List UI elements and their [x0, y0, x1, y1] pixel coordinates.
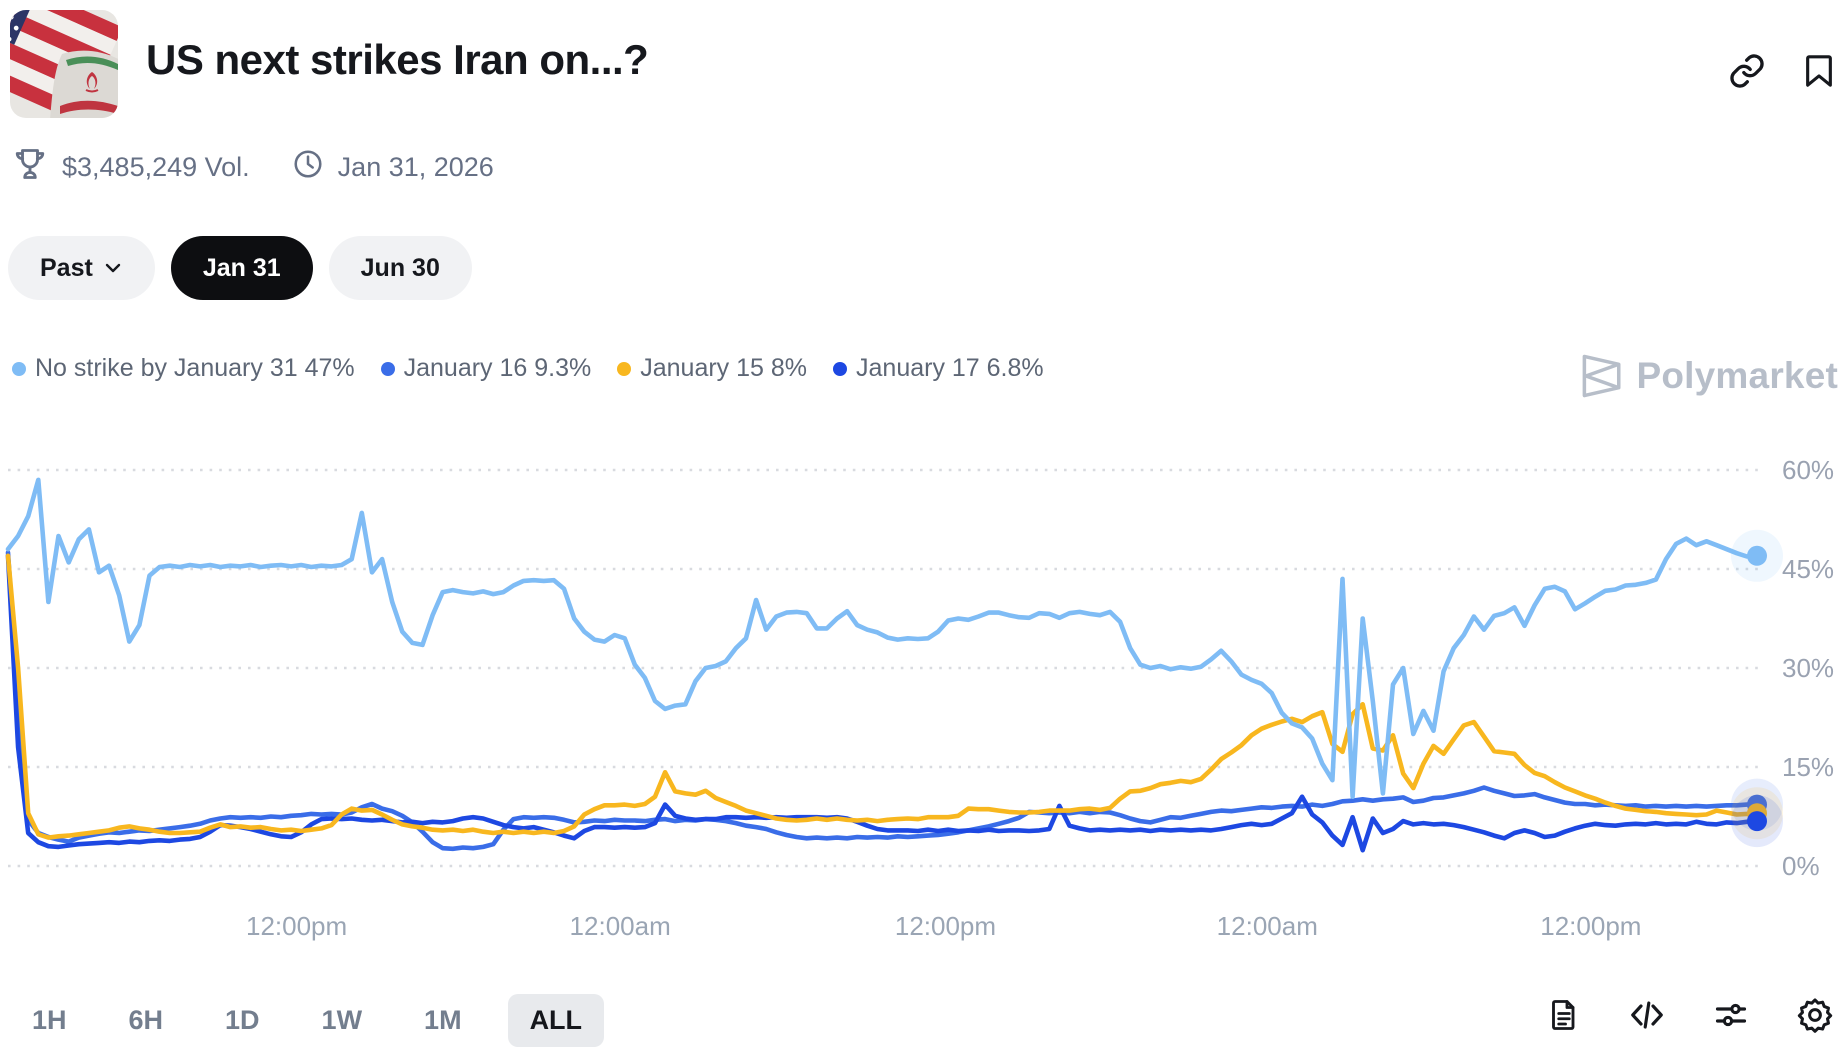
legend-label: January 15 8% [640, 354, 808, 382]
chevron-down-icon [105, 263, 121, 273]
past-dropdown-label: Past [40, 253, 93, 282]
legend-item-1[interactable]: January 16 9.3% [380, 354, 592, 383]
timeframe-1h[interactable]: 1H [32, 1005, 67, 1035]
legend-label: January 16 9.3% [403, 354, 592, 382]
polymarket-watermark: Polymarket [1575, 350, 1839, 402]
legend-label: January 17 6.8% [856, 354, 1044, 382]
settings-gear-icon[interactable] [1796, 996, 1834, 1034]
legend-dot-icon [833, 361, 848, 376]
polymarket-watermark-text: Polymarket [1636, 355, 1838, 396]
timeframe-selector: 1H 6H 1D 1W 1M ALL [16, 994, 605, 1047]
x-axis-label: 12:00pm [1540, 911, 1641, 941]
clock-icon [292, 148, 324, 187]
y-axis-label: 0% [1782, 851, 1820, 881]
legend-dot-icon [380, 361, 395, 376]
polymarket-logo-icon [1582, 354, 1621, 398]
endpoint-dot-0 [1747, 545, 1767, 566]
page-title: US next strikes Iran on...? [146, 36, 649, 83]
order-book-icon[interactable] [1546, 997, 1582, 1033]
market-image-us-iran-flags [10, 10, 118, 118]
tab-jun-30[interactable]: Jun 30 [328, 236, 472, 300]
price-chart[interactable]: 60% 45% 30% 15% 0% 12:00pm 12:00am 12:00pm 12:00… [0, 430, 1846, 960]
x-axis-label: 12:00am [570, 911, 671, 941]
y-axis-label: 45% [1782, 554, 1834, 584]
legend-dot-icon [12, 361, 26, 376]
timeframe-1d[interactable]: 1D [225, 1005, 260, 1035]
copy-link-icon[interactable] [1728, 52, 1766, 90]
legend-item-3[interactable]: January 17 6.8% [833, 354, 1044, 383]
timeframe-1w[interactable]: 1W [321, 1005, 363, 1035]
tab-jan-31-label: Jan 31 [202, 253, 281, 282]
bookmark-icon[interactable] [1802, 52, 1836, 90]
series-line-1 [5, 550, 1760, 852]
tab-jan-31[interactable]: Jan 31 [170, 236, 313, 300]
series-line-2 [5, 553, 1760, 840]
x-axis-label: 12:00am [1217, 911, 1318, 941]
endpoint-dot-3 [1747, 811, 1767, 832]
legend-item-2[interactable]: January 15 8% [617, 354, 807, 383]
chart-settings-icon[interactable] [1712, 997, 1750, 1033]
end-date-text: Jan 31, 2026 [337, 152, 494, 182]
y-axis-label: 30% [1782, 653, 1834, 683]
embed-code-icon[interactable] [1628, 997, 1666, 1033]
x-axis-label: 12:00pm [895, 911, 996, 941]
y-axis-label: 15% [1782, 752, 1834, 782]
volume-text: $3,485,249 Vol. [62, 152, 250, 182]
tab-jun-30-label: Jun 30 [360, 253, 440, 282]
series-line-3 [5, 553, 1760, 853]
past-dropdown[interactable]: Past [8, 236, 155, 300]
timeframe-1m[interactable]: 1M [424, 1005, 462, 1035]
timeframe-6h[interactable]: 6H [128, 1005, 164, 1035]
legend-dot-icon [617, 361, 632, 376]
chart-legend: No strike by January 31 47% January 16 9.… [12, 354, 1044, 383]
series-line-0 [5, 477, 1760, 800]
y-axis-label: 60% [1782, 455, 1834, 485]
legend-label: No strike by January 31 47% [35, 354, 355, 382]
timeframe-all[interactable]: ALL [507, 994, 605, 1047]
legend-item-0[interactable]: No strike by January 31 47% [12, 354, 355, 383]
x-axis-label: 12:00pm [246, 911, 347, 941]
trophy-icon [12, 146, 48, 189]
